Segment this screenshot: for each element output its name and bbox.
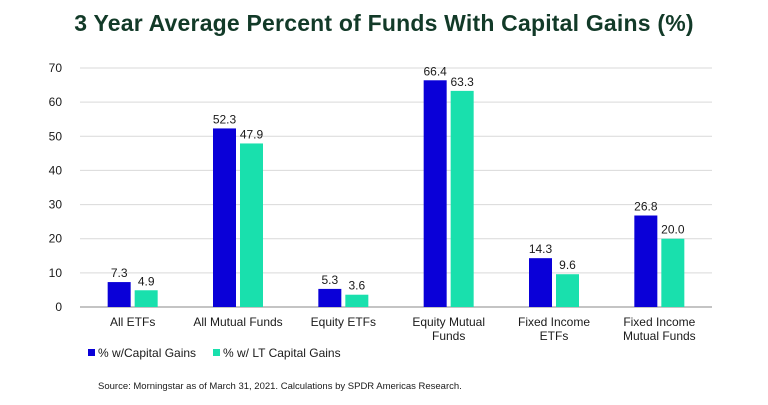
bar bbox=[556, 274, 579, 307]
bar bbox=[318, 288, 342, 307]
legend-swatch bbox=[213, 349, 220, 356]
x-tick-label: Equity Mutual bbox=[412, 315, 485, 329]
y-tick-label: 30 bbox=[49, 198, 63, 212]
data-label: 20.0 bbox=[661, 223, 685, 237]
bar bbox=[107, 282, 131, 307]
source-note: Source: Morningstar as of March 31, 2021… bbox=[98, 381, 462, 392]
data-label: 26.8 bbox=[634, 199, 658, 213]
y-tick-label: 20 bbox=[49, 232, 63, 246]
data-label: 4.9 bbox=[138, 274, 155, 288]
data-label: 47.9 bbox=[240, 127, 264, 141]
chart-title: 3 Year Average Percent of Funds With Cap… bbox=[74, 10, 694, 36]
x-tick-label: All Mutual Funds bbox=[193, 315, 282, 329]
bar bbox=[213, 128, 236, 307]
y-tick-label: 70 bbox=[49, 61, 63, 75]
y-tick-label: 60 bbox=[49, 95, 63, 109]
bar bbox=[423, 80, 447, 307]
x-tick-label: ETFs bbox=[540, 329, 569, 343]
bar bbox=[634, 215, 658, 307]
data-label: 63.3 bbox=[450, 75, 474, 89]
data-label: 3.6 bbox=[348, 279, 365, 293]
data-label: 9.6 bbox=[559, 258, 576, 272]
bar bbox=[240, 143, 263, 307]
bar bbox=[134, 290, 158, 307]
legend-swatch bbox=[88, 349, 95, 356]
y-tick-label: 0 bbox=[55, 300, 62, 314]
data-label: 14.3 bbox=[529, 242, 553, 256]
bar bbox=[529, 258, 552, 307]
y-tick-label: 10 bbox=[49, 266, 63, 280]
legend-label: % w/ LT Capital Gains bbox=[223, 346, 341, 360]
x-tick-label: Fixed Income bbox=[518, 315, 590, 329]
bar bbox=[661, 238, 685, 307]
data-label: 66.4 bbox=[423, 64, 447, 78]
x-tick-label: All ETFs bbox=[110, 315, 155, 329]
x-tick-label: Fixed Income bbox=[623, 315, 695, 329]
data-label: 7.3 bbox=[111, 266, 128, 280]
data-label: 5.3 bbox=[321, 273, 338, 287]
x-tick-label: Funds bbox=[432, 329, 465, 343]
x-tick-label: Equity ETFs bbox=[311, 315, 376, 329]
x-tick-label: Mutual Funds bbox=[623, 329, 696, 343]
bar bbox=[345, 294, 369, 307]
y-tick-label: 50 bbox=[49, 129, 63, 143]
data-label: 52.3 bbox=[213, 112, 237, 126]
bar bbox=[450, 90, 474, 307]
y-tick-label: 40 bbox=[49, 163, 63, 177]
legend-label: % w/Capital Gains bbox=[98, 346, 196, 360]
